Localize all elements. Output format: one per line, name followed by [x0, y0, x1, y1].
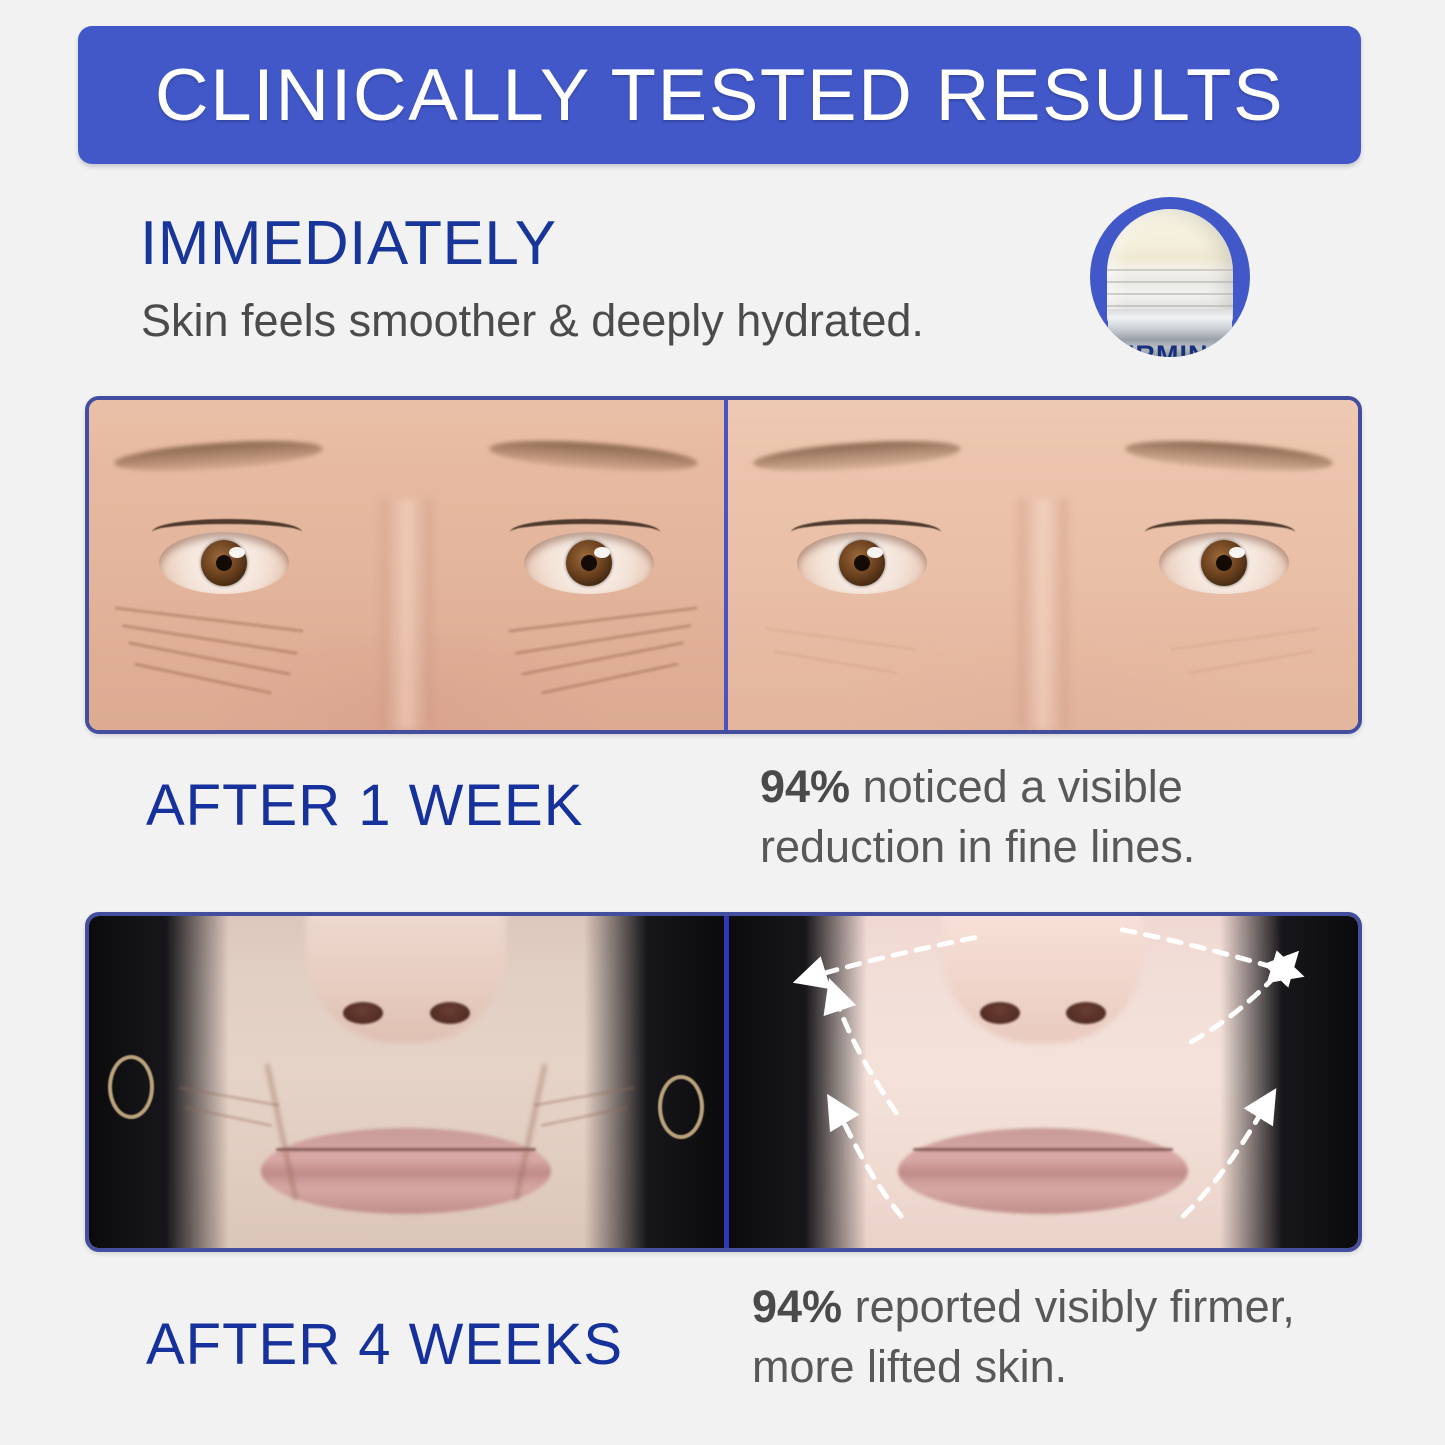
roller-ridge	[1107, 305, 1233, 307]
nose	[943, 916, 1144, 1043]
eye-highlight	[867, 546, 884, 558]
pupil	[215, 555, 232, 571]
iris	[1200, 540, 1247, 586]
eye-highlight	[1228, 546, 1245, 558]
eyebrow-left	[113, 435, 325, 477]
stat-description: noticed a visible reduction in fine line…	[760, 761, 1196, 872]
roller-ridge	[1107, 281, 1233, 283]
caption-after-1-week: AFTER 1 WEEK	[146, 773, 584, 838]
lip-line	[913, 1148, 1174, 1152]
photo-after-face	[723, 916, 1358, 1248]
earring-right	[658, 1075, 705, 1140]
eyebrow-right	[1124, 435, 1334, 477]
caption-after-4-weeks: AFTER 4 WEEKS	[146, 1312, 624, 1377]
eyes-image-after	[727, 400, 1358, 730]
stat-firmer-skin: 94% reported visibly firmer, more lifted…	[752, 1277, 1352, 1397]
stat-description: reported visibly firmer, more lifted ski…	[752, 1281, 1295, 1392]
face-image-after	[728, 916, 1358, 1248]
roller-ball-dome	[1107, 209, 1233, 327]
wrinkle	[765, 627, 917, 651]
immediately-heading: IMMEDIATELY	[140, 209, 557, 278]
photo-after-eyes	[723, 400, 1358, 730]
stat-percent-value: 94%	[752, 1281, 843, 1332]
pupil	[1215, 555, 1232, 571]
eyelashes-left	[790, 518, 941, 545]
page-title: CLINICALLY TESTED RESULTS	[154, 54, 1285, 136]
photo-panel-week-1	[85, 396, 1362, 734]
pupil	[853, 555, 870, 571]
nose-bridge	[380, 499, 432, 730]
nostril-left	[342, 1002, 383, 1025]
header-banner: CLINICALLY TESTED RESULTS	[78, 26, 1361, 164]
lips	[261, 1128, 552, 1215]
product-badge: FIRMING	[1090, 197, 1250, 357]
eyelashes-left	[152, 518, 303, 545]
eyelashes-right	[510, 518, 661, 545]
earring-left	[108, 1055, 155, 1120]
wrinkle	[772, 649, 897, 674]
stat-fine-lines: 94% noticed a visible reduction in fine …	[760, 757, 1360, 877]
iris	[565, 540, 612, 586]
badge-brand-label: FIRMING	[1109, 340, 1231, 357]
photo-before-eyes	[89, 400, 724, 730]
roller-ridge	[1107, 269, 1233, 271]
photo-panel-week-4	[85, 912, 1362, 1252]
nose-bridge	[1017, 499, 1068, 730]
nostril-right	[429, 1002, 470, 1025]
hair-right	[583, 916, 724, 1248]
immediately-subtitle: Skin feels smoother & deeply hydrated.	[141, 295, 924, 346]
roller-ball-applicator-icon	[1090, 197, 1250, 357]
roller-metal-collar	[1108, 309, 1232, 357]
eyebrow-left	[752, 435, 962, 477]
face-image-before	[89, 916, 724, 1248]
photo-before-face	[89, 916, 724, 1248]
eye-highlight	[228, 546, 245, 558]
eye-highlight	[593, 546, 610, 558]
lips	[898, 1128, 1189, 1215]
stat-percent-value: 94%	[760, 761, 851, 812]
roller-ridge	[1107, 293, 1233, 295]
nostril-left	[980, 1002, 1021, 1025]
wrinkle	[1169, 627, 1320, 651]
hair-left	[728, 916, 867, 1248]
lip-line	[276, 1148, 537, 1152]
pupil	[580, 555, 597, 571]
eyebrow-right	[488, 435, 699, 477]
nose	[306, 916, 507, 1043]
hair-right	[1219, 916, 1358, 1248]
wrinkle	[1188, 649, 1314, 674]
nostril-right	[1066, 1002, 1107, 1025]
eyes-image-before	[89, 400, 724, 730]
eyelashes-right	[1144, 518, 1295, 545]
